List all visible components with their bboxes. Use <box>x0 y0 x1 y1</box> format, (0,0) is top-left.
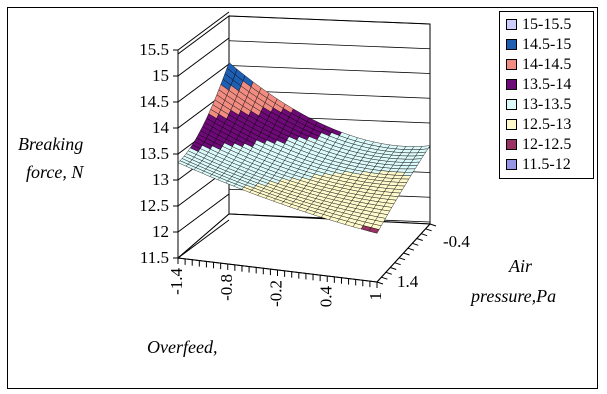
legend-swatch <box>506 79 517 90</box>
z-gridline-left <box>177 193 230 233</box>
legend-label: 13-13.5 <box>522 96 572 113</box>
legend-label: 11.5-12 <box>522 156 571 173</box>
legend-label: 15-15.5 <box>522 16 572 33</box>
x-tick-label: 0.4 <box>316 286 335 308</box>
z-gridline-back <box>228 15 431 25</box>
legend-item: 13.5-14 <box>506 75 592 95</box>
z-gridline-left <box>177 219 230 259</box>
z-tick-label: 15 <box>152 66 169 85</box>
legend-item: 15-15.5 <box>506 15 592 35</box>
y-tick-label: 1.4 <box>397 272 419 291</box>
legend-item: 13-13.5 <box>506 95 592 115</box>
surface <box>177 62 431 234</box>
z-tick-label: 13.5 <box>139 144 169 163</box>
legend-label: 13.5-14 <box>522 76 572 93</box>
legend-label: 12-12.5 <box>522 136 572 153</box>
z-tick-label: 12 <box>152 222 169 241</box>
x-tick-label: -1.4 <box>167 268 186 295</box>
z-gridline-left <box>177 37 230 77</box>
legend-swatch <box>506 99 517 110</box>
legend-swatch <box>506 59 517 70</box>
z-tick-label: 12.5 <box>139 196 169 215</box>
y-tick <box>421 233 428 237</box>
legend-item: 11.5-12 <box>506 155 592 175</box>
legend-item: 14-14.5 <box>506 55 592 75</box>
legend-label: 12.5-13 <box>522 116 572 133</box>
z-gridline-back <box>228 40 431 50</box>
y-tick <box>390 267 397 270</box>
legend-label: 14.5-15 <box>522 36 572 53</box>
y-tick <box>425 228 432 232</box>
y-axis: -0.4 1.4 <box>376 223 470 291</box>
legend-swatch <box>506 139 517 150</box>
y-tick <box>403 252 410 256</box>
legend-swatch <box>506 159 517 170</box>
y-tick <box>385 271 392 275</box>
chart-frame <box>7 7 598 389</box>
x-tick-label: -0.2 <box>267 280 286 307</box>
y-tick <box>398 257 406 261</box>
legend-label: 14-14.5 <box>522 56 572 73</box>
y-tick <box>381 276 388 280</box>
legend: 15-15.5 14.5-15 14-14.5 13.5-14 13-13.5 12.5-… <box>499 11 594 179</box>
x-axis-title: Overfeed, <box>147 337 217 357</box>
surface-cell <box>368 227 380 234</box>
y-tick <box>412 242 419 246</box>
legend-item: 12-12.5 <box>506 135 592 155</box>
legend-swatch <box>506 119 517 130</box>
z-tick-label: 15.5 <box>139 40 169 59</box>
legend-item: 12.5-13 <box>506 115 592 135</box>
axis-titles: Breaking force, N Overfeed, Air pressure,Pa <box>18 134 556 357</box>
y-tick <box>394 262 401 266</box>
y-tick-label: -0.4 <box>443 232 470 251</box>
x-tick-label: 1 <box>366 292 385 301</box>
y-tick <box>407 247 415 251</box>
y-tick <box>416 238 423 241</box>
z-gridline-left <box>177 63 230 103</box>
z-axis-title: force, N <box>26 162 84 182</box>
legend-swatch <box>506 19 517 30</box>
x-axis: -1.4 -0.8 -0.2 0.4 1 <box>167 257 385 308</box>
z-tick-label: 14 <box>152 118 170 137</box>
y-axis-title: Air <box>508 256 533 276</box>
y-axis-title: pressure,Pa <box>469 286 556 306</box>
z-axis-title: Breaking <box>18 134 83 154</box>
y-tick <box>376 281 384 285</box>
legend-swatch <box>506 39 517 50</box>
z-gridline-left <box>177 11 230 51</box>
z-tick-label: 14.5 <box>139 92 169 111</box>
x-tick-label: -0.8 <box>217 274 236 301</box>
legend-item: 14.5-15 <box>506 35 592 55</box>
z-gridline-back <box>228 65 431 74</box>
y-tick <box>429 223 437 227</box>
z-tick-label: 11.5 <box>140 248 169 267</box>
z-tick-label: 13 <box>152 170 169 189</box>
